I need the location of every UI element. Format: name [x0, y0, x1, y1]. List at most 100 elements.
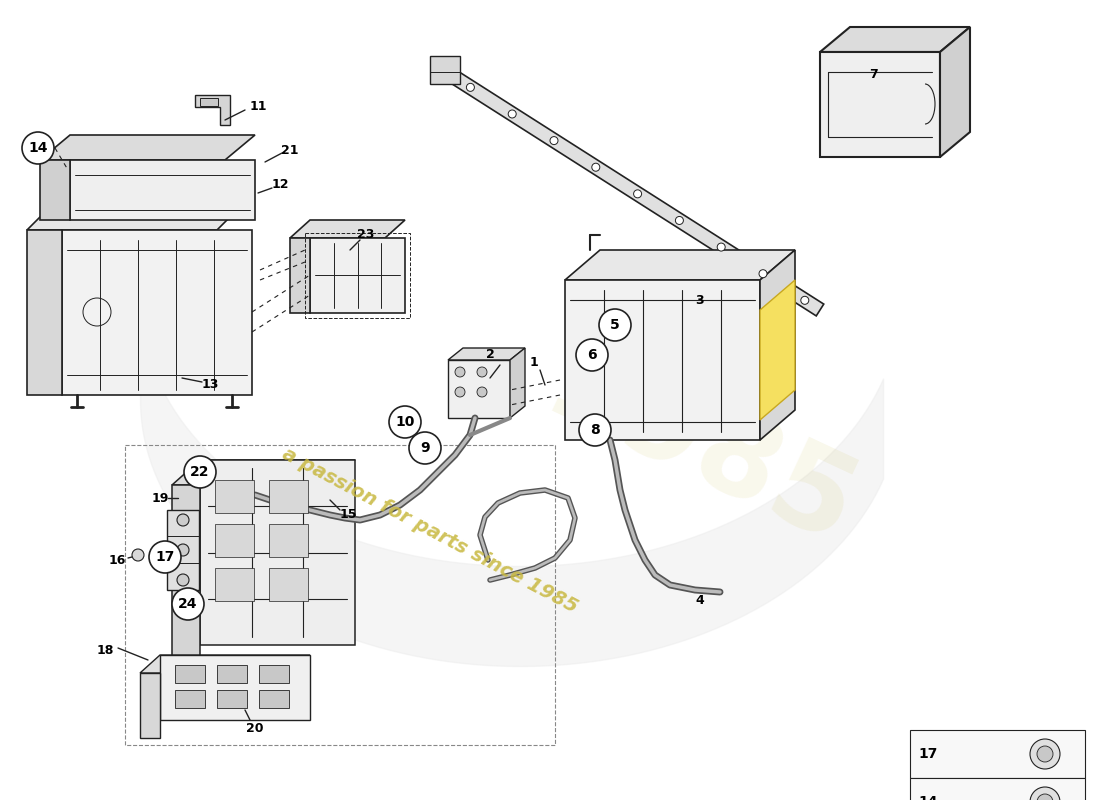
Text: 9: 9	[420, 441, 430, 455]
Bar	[270, 480, 308, 513]
Text: 20: 20	[246, 722, 264, 734]
Bar	[258, 665, 289, 683]
Polygon shape	[760, 250, 795, 440]
Polygon shape	[310, 238, 405, 313]
Text: 18: 18	[97, 643, 113, 657]
Circle shape	[389, 406, 421, 438]
Polygon shape	[40, 135, 255, 160]
Polygon shape	[437, 62, 824, 316]
Polygon shape	[172, 460, 355, 485]
Circle shape	[1037, 794, 1053, 800]
Circle shape	[576, 339, 608, 371]
Text: 10: 10	[395, 415, 415, 429]
Bar	[214, 480, 254, 513]
Polygon shape	[290, 220, 405, 238]
Text: 17: 17	[918, 747, 937, 761]
Polygon shape	[448, 360, 510, 418]
Text: 7: 7	[869, 69, 878, 82]
Polygon shape	[448, 348, 525, 360]
Polygon shape	[760, 280, 795, 420]
Circle shape	[600, 309, 631, 341]
Bar	[125, 445, 556, 745]
Polygon shape	[195, 95, 230, 125]
Bar	[175, 665, 205, 683]
Bar	[217, 690, 248, 708]
Bar	[910, 778, 1085, 800]
Bar	[430, 56, 460, 84]
Polygon shape	[565, 250, 795, 280]
Circle shape	[1037, 746, 1053, 762]
Polygon shape	[140, 673, 159, 738]
Text: 22: 22	[190, 465, 210, 479]
Text: 5: 5	[610, 318, 620, 332]
Text: 2: 2	[485, 349, 494, 362]
Text: 14: 14	[29, 141, 47, 155]
Circle shape	[477, 367, 487, 377]
Circle shape	[477, 387, 487, 397]
Text: 16: 16	[108, 554, 125, 566]
Text: 21: 21	[282, 143, 299, 157]
Text: 14: 14	[918, 795, 937, 800]
Polygon shape	[62, 230, 252, 395]
Bar	[200, 98, 218, 106]
Text: 13: 13	[201, 378, 219, 391]
Text: 8: 8	[590, 423, 600, 437]
Text: 17: 17	[155, 550, 175, 564]
Bar	[910, 730, 1085, 778]
Bar	[270, 524, 308, 557]
Polygon shape	[140, 655, 310, 673]
Bar	[175, 690, 205, 708]
Circle shape	[675, 217, 683, 225]
Polygon shape	[167, 510, 199, 590]
Text: 12: 12	[272, 178, 288, 191]
Text: 1985: 1985	[527, 329, 873, 571]
Circle shape	[177, 574, 189, 586]
Polygon shape	[28, 230, 62, 395]
Polygon shape	[200, 460, 355, 645]
Text: a passion for parts since 1985: a passion for parts since 1985	[279, 444, 581, 616]
Polygon shape	[565, 280, 760, 440]
Polygon shape	[820, 27, 970, 52]
Bar	[214, 524, 254, 557]
Circle shape	[1030, 787, 1060, 800]
Text: 23: 23	[358, 229, 375, 242]
Text: 19: 19	[152, 491, 168, 505]
Bar	[217, 665, 248, 683]
Polygon shape	[290, 238, 310, 313]
Circle shape	[592, 163, 600, 171]
Circle shape	[1030, 739, 1060, 769]
Polygon shape	[820, 52, 940, 157]
Text: 15: 15	[339, 509, 356, 522]
Circle shape	[634, 190, 641, 198]
Circle shape	[148, 541, 182, 573]
Circle shape	[455, 387, 465, 397]
Circle shape	[801, 296, 808, 304]
Text: 3: 3	[695, 294, 704, 306]
Circle shape	[409, 432, 441, 464]
Circle shape	[508, 110, 516, 118]
Circle shape	[579, 414, 610, 446]
Bar	[214, 568, 254, 601]
Circle shape	[177, 544, 189, 556]
Circle shape	[177, 514, 189, 526]
Circle shape	[466, 83, 474, 91]
Bar	[270, 568, 308, 601]
Bar	[258, 690, 289, 708]
Circle shape	[184, 456, 216, 488]
Circle shape	[132, 549, 144, 561]
Polygon shape	[172, 485, 200, 670]
Polygon shape	[940, 27, 970, 157]
Circle shape	[550, 137, 558, 145]
Text: 1: 1	[529, 357, 538, 370]
Polygon shape	[160, 655, 310, 720]
Text: 11: 11	[250, 101, 266, 114]
Circle shape	[22, 132, 54, 164]
Circle shape	[455, 367, 465, 377]
Text: 24: 24	[178, 597, 198, 611]
Polygon shape	[70, 160, 255, 220]
Circle shape	[172, 588, 204, 620]
Circle shape	[717, 243, 725, 251]
Polygon shape	[40, 160, 70, 220]
Text: 4: 4	[695, 594, 704, 606]
Bar	[305, 233, 410, 318]
